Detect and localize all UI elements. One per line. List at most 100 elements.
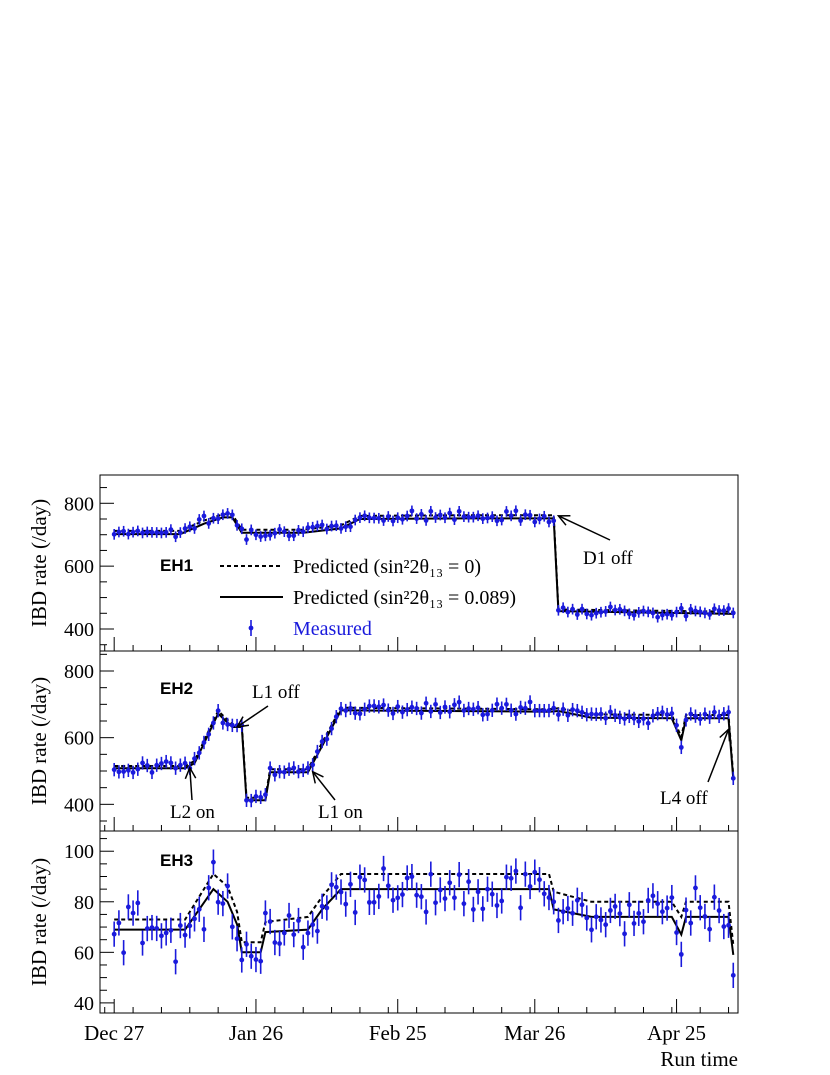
measured-point: [253, 794, 259, 799]
measured-point: [366, 515, 372, 521]
measured-point: [707, 926, 713, 932]
measured-point: [362, 877, 368, 883]
measured-point: [499, 705, 505, 711]
measured-point: [206, 521, 212, 526]
legend: Predicted (sin²2θ₁₃ = 0) Predicted (sin²2…: [220, 556, 516, 640]
measured-point: [263, 910, 268, 916]
y-tick-label: 100: [64, 841, 94, 863]
measured-point: [631, 612, 637, 618]
measured-point: [617, 714, 623, 720]
measured-point: [418, 511, 424, 517]
measured-point: [423, 700, 429, 706]
y-tick-label: 600: [64, 556, 94, 578]
measured-point: [494, 518, 500, 524]
measured-point: [111, 767, 117, 773]
annotation-label: L2 on: [170, 802, 215, 823]
measured-point: [187, 524, 193, 530]
measured-point: [579, 606, 585, 612]
measured-point: [707, 611, 713, 617]
measured-point: [466, 879, 472, 885]
measured-point: [371, 515, 377, 521]
predicted-null-curve-eh3: [114, 872, 735, 945]
legend-null-label: Predicted (sin²2θ₁₃ = 0): [293, 556, 481, 578]
measured-point: [211, 859, 216, 865]
measured-point: [608, 709, 613, 715]
measured-point: [244, 797, 249, 803]
measured-point: [229, 924, 235, 930]
measured-point: [310, 762, 316, 768]
measured-point: [697, 609, 703, 615]
measured-point: [508, 875, 514, 881]
measured-point: [636, 910, 642, 916]
measured-point: [437, 710, 443, 715]
measured-point: [329, 726, 334, 731]
measured-point: [177, 762, 183, 768]
measured-point: [338, 706, 344, 712]
measured-point: [314, 749, 320, 754]
measured-point: [229, 722, 235, 728]
y-tick-label: 400: [64, 619, 94, 641]
measured-point: [239, 526, 245, 532]
measured-point: [513, 868, 519, 874]
measured-point: [480, 906, 486, 912]
measured-point: [617, 606, 623, 612]
measured-point: [603, 608, 609, 614]
measured-point: [357, 515, 363, 521]
measured-point: [348, 705, 353, 711]
measured-point: [125, 904, 131, 910]
measured-point: [310, 524, 316, 530]
measured-point: [461, 901, 467, 907]
measured-point: [626, 611, 632, 617]
measured-point: [626, 902, 632, 908]
x-tick-label: Feb 25: [369, 1021, 427, 1045]
measured-point: [659, 612, 665, 618]
measured-point: [144, 926, 150, 931]
measured-point: [125, 531, 131, 537]
measured-points: [111, 505, 736, 988]
measured-point: [395, 515, 401, 521]
measured-point: [253, 532, 259, 538]
measured-point: [234, 522, 240, 528]
predicted-null-curve-eh2: [114, 706, 735, 799]
panel-frames: [99, 474, 739, 1014]
x-tick-label: Mar 26: [504, 1021, 565, 1045]
measured-point: [154, 762, 160, 768]
measured-point: [192, 526, 197, 531]
measured-point: [593, 712, 599, 717]
measured-point: [693, 885, 698, 891]
measured-point: [645, 898, 651, 903]
measured-point: [409, 704, 415, 710]
measured-point: [168, 527, 174, 533]
panel-frame-eh3: [99, 830, 739, 1014]
measured-point: [541, 891, 547, 897]
measured-point: [452, 517, 457, 523]
measured-point: [655, 901, 661, 907]
measured-point: [674, 722, 679, 728]
legend-measured-point: [248, 625, 254, 631]
measured-point: [579, 902, 585, 908]
measured-point: [560, 909, 566, 915]
measured-point: [593, 914, 599, 920]
measured-point: [716, 713, 722, 719]
measured-point: [522, 512, 528, 518]
measured-point: [702, 914, 708, 919]
measured-point: [570, 910, 575, 916]
measured-point: [211, 515, 216, 521]
measured-point: [357, 874, 363, 880]
measured-point: [220, 512, 226, 518]
measured-point: [352, 910, 358, 915]
measured-point: [196, 906, 202, 912]
measured-point: [470, 706, 476, 712]
measured-point: [376, 704, 382, 710]
measured-point: [669, 895, 675, 901]
measured-point: [144, 529, 150, 535]
measured-point: [485, 711, 490, 717]
annotation-arrowhead: [311, 770, 324, 784]
measured-point: [371, 703, 377, 709]
measured-point: [537, 877, 542, 883]
measured-point: [721, 711, 727, 717]
annotations: D1 off L1 off L2 on L1 on L4 off: [170, 514, 731, 823]
measured-point: [532, 869, 538, 875]
measured-point: [541, 708, 547, 714]
x-tick-label: Dec 27: [84, 1021, 144, 1045]
